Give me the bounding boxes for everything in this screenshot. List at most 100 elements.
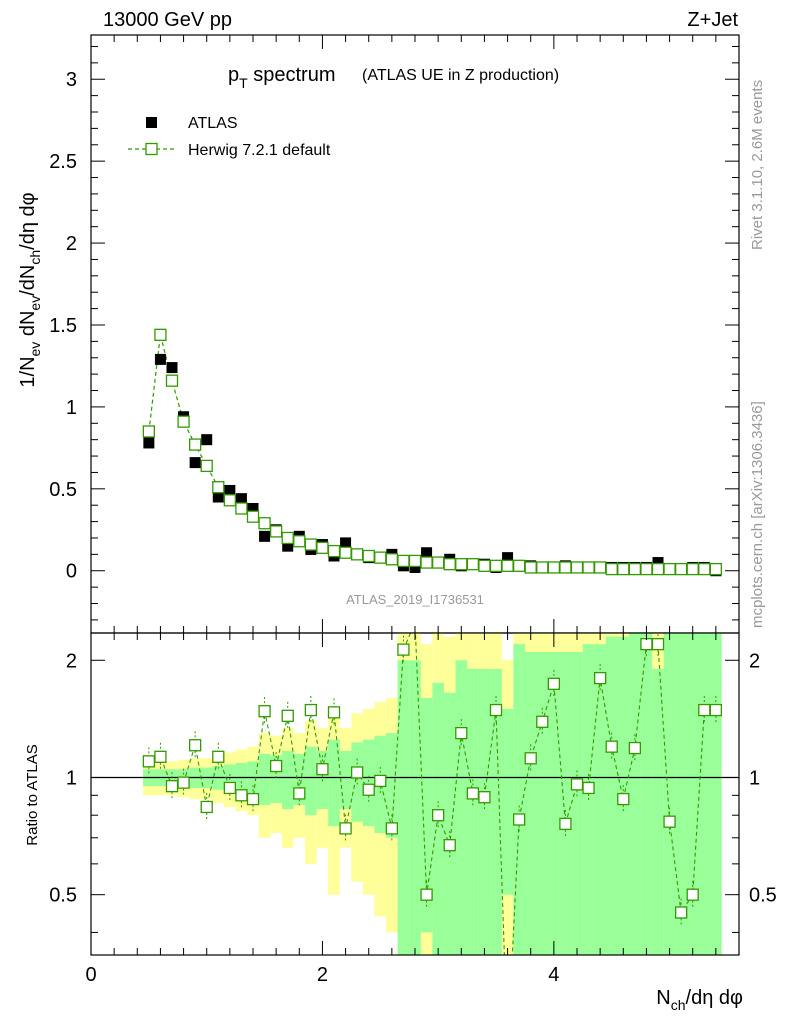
mcplots-label: mcplots.cern.ch [arXiv:1306.3436]: [749, 401, 766, 628]
ratio-data-point: [200, 800, 213, 814]
ratio-data-point: [350, 766, 364, 779]
atlas-data-point: [502, 552, 514, 564]
inner-uncertainty-band: [571, 652, 583, 955]
inner-uncertainty-band: [235, 762, 248, 794]
ratio-data-point: [177, 776, 190, 789]
inner-uncertainty-band: [351, 742, 363, 822]
legend: ATLAS Herwig 7.2.1 default: [128, 115, 331, 159]
herwig-data-point: [246, 510, 260, 523]
herwig-data-point: [512, 559, 526, 572]
ratio-data-point: [593, 671, 607, 685]
herwig-data-point: [258, 517, 271, 530]
herwig-data-point: [350, 548, 364, 561]
ratio-data-point: [420, 888, 433, 901]
atlas-data-point: [652, 557, 664, 569]
y-tick-label: 2: [66, 233, 77, 255]
ratio-data-point: [617, 792, 630, 806]
inner-uncertainty-band: [582, 644, 595, 955]
inner-uncertainty-band: [328, 739, 340, 827]
herwig-data-point: [269, 525, 283, 538]
inner-uncertainty-band: [710, 633, 722, 955]
main-plot-area: [142, 328, 723, 577]
herwig-data-point: [165, 374, 179, 387]
inner-uncertainty-band: [686, 633, 699, 955]
ratio-data-point: [293, 787, 306, 800]
ratio-axis-ticks: 0.5 0.5 1 1 2 2 0 2 4: [49, 633, 777, 986]
inner-uncertainty-band: [536, 652, 549, 955]
inner-uncertainty-band: [455, 660, 468, 955]
atlas-data-point: [421, 547, 433, 559]
herwig-data-point: [698, 562, 711, 576]
herwig-data-point: [570, 561, 584, 574]
atlas-data-point: [189, 457, 201, 469]
ratio-y-tick-label-right: 2: [749, 650, 760, 672]
inner-uncertainty-band: [478, 668, 491, 955]
ratio-data-point: [269, 759, 283, 773]
ratio-data-point: [547, 677, 561, 690]
herwig-data-point: [443, 558, 456, 571]
ratio-data-point: [258, 705, 271, 718]
x-tick-label: 0: [85, 964, 96, 986]
inner-uncertainty-band: [339, 750, 352, 809]
ratio-data-point: [605, 740, 618, 753]
atlas-data-point: [143, 437, 155, 449]
herwig-data-point: [686, 562, 699, 576]
herwig-data-point: [154, 328, 167, 341]
herwig-data-point: [547, 561, 561, 574]
atlas-data-point: [409, 561, 421, 573]
herwig-data-point: [501, 559, 514, 572]
herwig-data-point: [489, 559, 503, 572]
main-axis-ticks: 0 0.5 1 1.5 2 2.5 3: [49, 35, 739, 633]
herwig-data-point: [431, 556, 445, 569]
inner-uncertainty-band: [270, 755, 282, 803]
inner-uncertainty-band: [362, 739, 375, 827]
herwig-data-point: [674, 562, 688, 576]
ratio-y-tick-label-right: 1: [749, 767, 760, 789]
ratio-data-point: [478, 791, 491, 804]
ratio-data-point: [640, 638, 653, 651]
chart-title: pT spectrum: [228, 64, 336, 91]
chart-subtitle: (ATLAS UE in Z production): [362, 67, 559, 84]
process-label: Z+Jet: [687, 9, 738, 31]
legend-atlas-marker: [146, 117, 157, 128]
ratio-data-point: [385, 822, 399, 835]
legend-atlas-label: ATLAS: [188, 115, 238, 132]
ratio-data-point: [165, 780, 179, 793]
ratio-data-point: [455, 726, 468, 740]
y-tick-label: 1.5: [49, 315, 77, 337]
atlas-data-point: [282, 540, 294, 552]
herwig-data-point: [223, 494, 237, 507]
ratio-data-point: [674, 906, 688, 919]
ratio-y-tick-label: 1: [66, 767, 77, 789]
herwig-data-point: [177, 415, 190, 428]
main-y-axis-label: 1/Nev dNev/dNch/dη dφ: [17, 192, 43, 387]
herwig-data-point: [628, 562, 642, 576]
herwig-series-line: [148, 334, 716, 570]
energy-label: 13000 GeV pp: [103, 9, 232, 31]
herwig-data-point: [466, 558, 480, 571]
inner-uncertainty-band: [652, 668, 664, 955]
ratio-data-point: [212, 750, 225, 763]
inner-uncertainty-band: [698, 633, 711, 955]
ratio-data-point: [188, 739, 202, 752]
x-axis-label: Nch/dη dφ: [656, 987, 743, 1013]
legend-herwig-marker: [145, 142, 158, 156]
ratio-uncertainty-bands: [143, 633, 722, 955]
herwig-data-point: [293, 535, 306, 548]
herwig-data-point: [593, 561, 607, 574]
atlas-data-point: [235, 493, 247, 505]
y-tick-label: 3: [66, 69, 77, 91]
herwig-data-point: [316, 541, 329, 554]
inner-uncertainty-band: [386, 733, 398, 838]
herwig-data-point: [362, 549, 375, 563]
ratio-data-point: [536, 715, 549, 728]
ratio-data-point: [374, 774, 387, 788]
ratio-data-point: [223, 781, 237, 795]
herwig-data-point: [200, 459, 213, 473]
herwig-data-point: [397, 554, 410, 568]
herwig-data-point: [235, 502, 248, 515]
ratio-data-point: [663, 815, 676, 828]
herwig-data-point: [327, 544, 341, 558]
herwig-data-point: [651, 562, 665, 576]
